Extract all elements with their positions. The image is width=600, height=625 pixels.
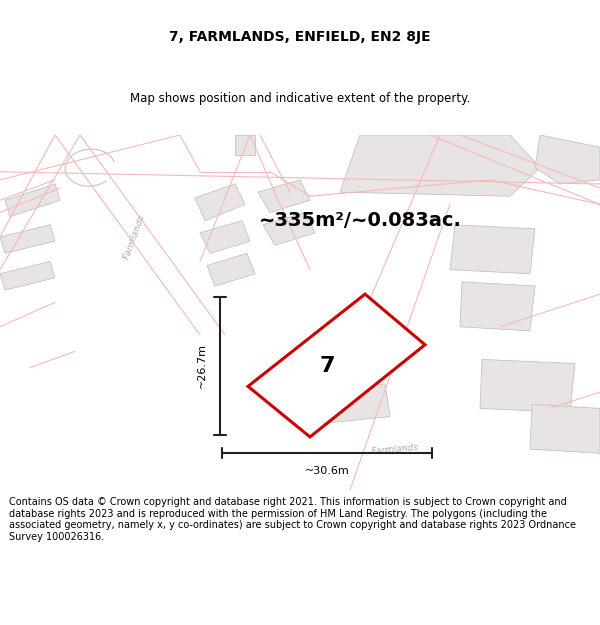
Polygon shape [530,404,600,453]
Polygon shape [0,225,55,253]
Text: ~26.7m: ~26.7m [197,343,207,388]
Polygon shape [0,261,55,290]
Polygon shape [480,359,575,413]
Polygon shape [200,221,250,253]
Text: Farmlands: Farmlands [122,213,148,261]
Polygon shape [535,135,600,184]
Text: ~335m²/~0.083ac.: ~335m²/~0.083ac. [259,211,461,230]
Polygon shape [460,282,535,331]
Text: Map shows position and indicative extent of the property.: Map shows position and indicative extent… [130,92,470,105]
Polygon shape [305,384,390,425]
Polygon shape [340,135,540,196]
Polygon shape [263,213,315,245]
Polygon shape [207,253,255,286]
Polygon shape [5,184,60,217]
Text: Contains OS data © Crown copyright and database right 2021. This information is : Contains OS data © Crown copyright and d… [9,497,576,542]
Polygon shape [248,294,425,437]
Polygon shape [235,135,255,156]
Text: Farmlands: Farmlands [371,442,419,456]
Text: 7: 7 [319,356,335,376]
Text: ~30.6m: ~30.6m [305,466,349,476]
Polygon shape [195,184,245,221]
Polygon shape [258,180,310,213]
Text: 7, FARMLANDS, ENFIELD, EN2 8JE: 7, FARMLANDS, ENFIELD, EN2 8JE [169,30,431,44]
Polygon shape [450,225,535,274]
